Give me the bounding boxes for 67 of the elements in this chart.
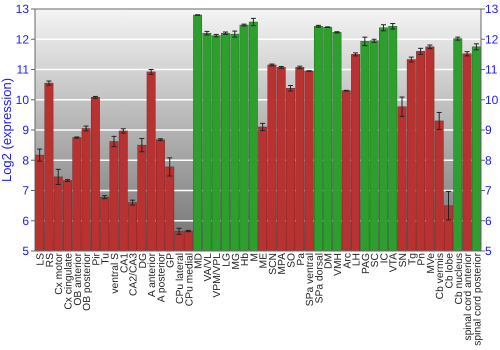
x-tick-label: MG	[230, 253, 242, 270]
y2-tick-label: 11	[485, 62, 498, 77]
x-tick-label: VTA	[388, 252, 400, 272]
x-tick-label: Tu	[100, 252, 112, 265]
x-tick-label: PAG	[360, 253, 372, 274]
y-axis-title: Log2 (expression)	[0, 78, 14, 182]
x-tick-label: A posterior	[156, 252, 168, 302]
x-tick-label: Cb lobe	[444, 252, 456, 288]
x-tick-label: Cx cingulate	[64, 252, 75, 310]
x-tick-label: OB anterior	[72, 252, 84, 306]
x-tick-label: OB posterior	[82, 252, 94, 311]
y2-tick-label: 13	[485, 2, 499, 16]
x-tick-label: Cx motor	[54, 252, 66, 295]
y2-tick-label: 9	[485, 123, 492, 138]
x-tick-label: SPa dorsal	[314, 253, 326, 304]
x-tick-label: LG	[221, 253, 232, 267]
y-tick-label: 13	[16, 2, 30, 16]
y-tick-label: 5	[22, 244, 30, 258]
x-tick-label: LS	[36, 252, 47, 266]
y-tick-label: 8	[22, 153, 30, 168]
x-tick-label: Pir	[91, 252, 102, 266]
x-tick-label: CA2/CA3	[128, 252, 140, 296]
x-tick-label: Hb	[240, 252, 252, 266]
x-tick-label: CPu medial	[184, 253, 196, 306]
y2-tick-label: 7	[485, 184, 492, 198]
y2-tick-label: 6	[485, 214, 492, 228]
y2-tick-label: 12	[485, 32, 499, 46]
x-tick-label: Tg	[407, 252, 418, 266]
y-tick-label: 11	[16, 62, 30, 77]
x-tick-label: SN	[398, 253, 410, 268]
x-tick-label: M	[249, 253, 260, 262]
y-tick-label: 7	[22, 184, 30, 198]
x-tick-label: VMH	[332, 253, 344, 276]
x-tick-label: CPu lateral	[175, 253, 186, 304]
y2-tick-label: 10	[485, 92, 499, 107]
x-tick-label: spinal cord anterior	[463, 252, 474, 341]
y2-tick-label: 5	[485, 244, 492, 258]
y-tick-label: 9	[22, 123, 30, 138]
x-tick-label: MPA	[277, 252, 288, 275]
x-tick-label: Cb vermis	[435, 253, 446, 300]
x-tick-label: Pn	[416, 252, 428, 266]
y-tick-label: 10	[16, 92, 30, 107]
x-tick-label: DG	[138, 253, 149, 268]
x-tick-label: SC	[370, 252, 382, 268]
x-tick-label: ME	[258, 252, 270, 268]
y2-tick-label: 8	[485, 153, 492, 168]
x-tick-label: GP	[166, 252, 177, 268]
x-tick-label: Pa	[296, 252, 307, 266]
x-tick-label: Arc	[342, 253, 354, 268]
x-tick-label: IC	[379, 252, 390, 264]
x-tick-label: ventral S	[110, 252, 121, 294]
x-tick-label: RS	[44, 252, 56, 268]
x-tick-label: DM	[324, 253, 335, 270]
x-tick-label: SO	[286, 253, 298, 268]
y-tick-label: 6	[22, 214, 30, 228]
x-tick-label: VA/VL	[202, 252, 214, 282]
x-tick-label: LH	[352, 253, 363, 266]
x-tick-label: SCN	[268, 253, 279, 275]
x-tick-label: Cb nucleus	[454, 253, 465, 305]
x-tick-label: MVe	[426, 252, 437, 274]
x-tick-label: MD	[194, 253, 205, 270]
x-tick-label: VPM/VPL	[212, 252, 224, 298]
x-tick-label: A anterior	[147, 252, 158, 298]
x-tick-label: SPa ventral	[305, 253, 316, 306]
y-tick-label: 12	[16, 32, 30, 46]
x-tick-label: CA1	[119, 252, 130, 274]
x-tick-label: spinal cord posterior	[472, 252, 484, 346]
